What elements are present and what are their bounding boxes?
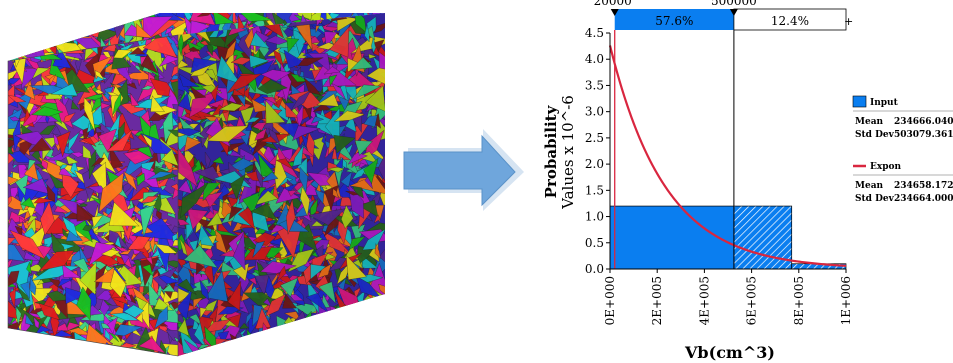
legend-expon-std-value: 234664.0000 (894, 194, 953, 204)
delimiter-percent-right: 12.4% (771, 14, 809, 28)
delimiter-region-left (614, 9, 734, 30)
polycrystal-cube-image (7, 13, 385, 357)
legend-input-mean-value: 234666.0406 (894, 117, 953, 127)
y-tick-label: 4.0 (585, 52, 604, 66)
delimiter-region-right (733, 8, 847, 31)
x-tick-label: 8E+005 (792, 276, 806, 325)
delimiter-end-marker: + (844, 15, 853, 28)
distribution-chart: 57.6% 12.4% 20000 500000 + 0.0 0.5 1.0 1.5 2… (542, 0, 953, 362)
x-tick-label: 1E+006 (839, 276, 853, 325)
x-axis-title: Vb(cm^3) (684, 343, 775, 362)
legend-input-std-label: Std Dev (855, 130, 895, 140)
x-tick-label: 0E+000 (603, 276, 617, 325)
delimiter-marker-left[interactable] (610, 9, 619, 16)
legend-input-mean-label: Mean (855, 117, 884, 127)
legend-input-std-value: 503079.3615 (894, 130, 953, 140)
legend-expon-mean-value: 234658.1725 (894, 181, 953, 191)
x-tick-label: 6E+005 (745, 276, 759, 325)
legend-input-label: Input (870, 98, 899, 108)
x-tick-label: 4E+005 (697, 276, 711, 325)
y-axis-title: Values x 10^-6 (559, 95, 577, 210)
y-tick-label: 2.5 (585, 131, 604, 145)
y-axis: 0.0 0.5 1.0 1.5 2.0 2.5 3.0 3.5 4.0 4.5 (585, 26, 610, 276)
y-tick-label: 3.0 (585, 105, 604, 119)
y-tick-label: 2.0 (585, 157, 604, 171)
right-arrow-icon (403, 129, 524, 211)
histogram-bars (609, 205, 847, 270)
y-tick-label: 0.5 (585, 236, 604, 250)
y-tick-label: 1.5 (585, 183, 604, 197)
legend-input-swatch (852, 95, 867, 108)
legend-expon-label: Expon (870, 162, 902, 172)
fit-curve-expon (608, 45, 847, 267)
legend-expon-mean-label: Mean (855, 181, 884, 191)
delimiter-bar[interactable]: 57.6% 12.4% 20000 500000 + (594, 0, 854, 31)
histogram-bar (609, 205, 735, 270)
x-axis: 0E+000 2E+005 4E+005 6E+005 8E+005 1E+006 (603, 269, 853, 325)
delimiter-value-left: 20000 (594, 0, 632, 8)
legend: Input Mean 234666.0406 Std Dev 503079.36… (852, 95, 953, 204)
y-tick-label: 3.5 (585, 78, 604, 92)
y-tick-label: 1.0 (585, 210, 604, 224)
y-tick-label: 0.0 (585, 262, 604, 276)
delimiter-value-right: 500000 (711, 0, 757, 8)
x-tick-label: 2E+005 (650, 276, 664, 325)
legend-expon-std-label: Std Dev (855, 194, 895, 204)
delimiter-percent-left: 57.6% (655, 14, 693, 28)
delimiter-marker-right[interactable] (729, 9, 738, 16)
y-axis-title-prefix: Probability (542, 104, 560, 198)
y-tick-label: 4.5 (585, 26, 604, 40)
